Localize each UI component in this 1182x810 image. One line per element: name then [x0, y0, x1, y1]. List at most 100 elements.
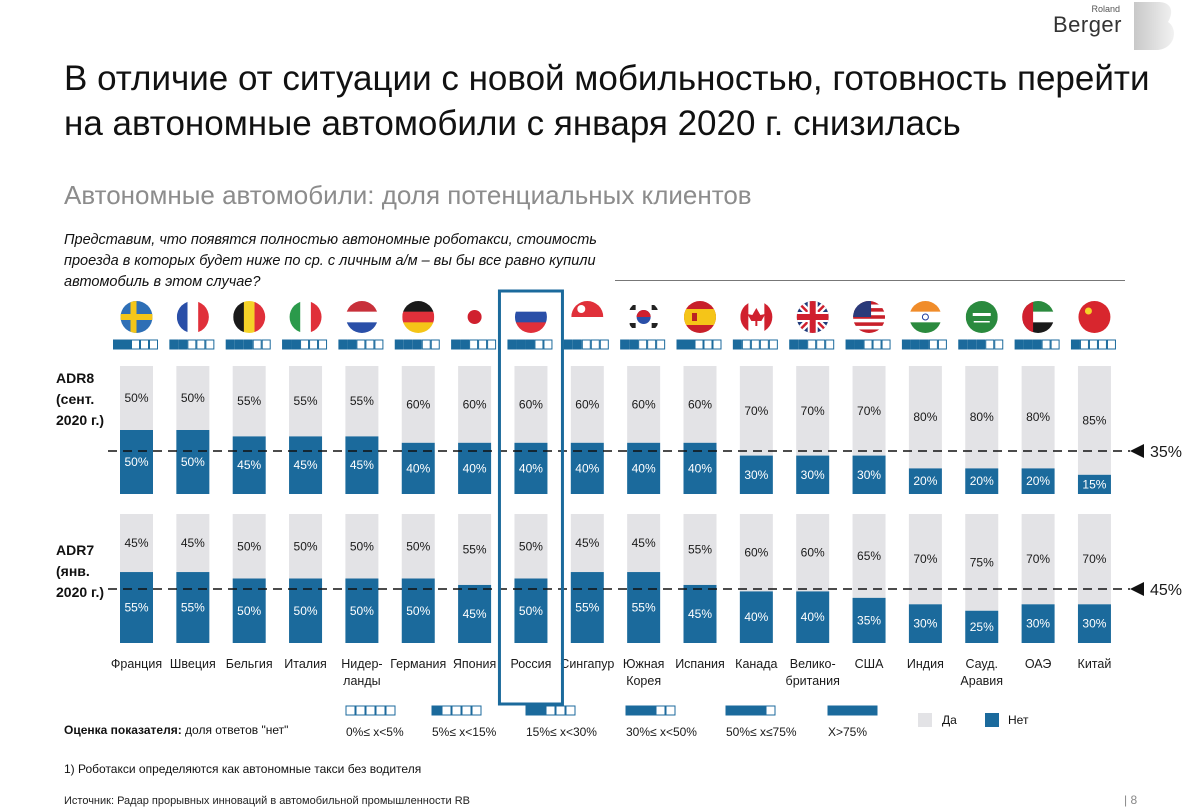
bar-no: [683, 584, 717, 643]
reference-label-adr8: 35%: [1150, 444, 1182, 461]
bar-yes: [570, 514, 604, 573]
bar-no-label: 40%: [632, 461, 656, 475]
flag-body: [1078, 301, 1111, 333]
flag-body: [458, 301, 491, 333]
bar-no-label: 55%: [575, 601, 599, 615]
score-box: [113, 339, 122, 350]
header-rule: [615, 280, 1125, 281]
legend-score-box: [827, 705, 838, 716]
score-box: [741, 339, 751, 350]
bar-yes-label: 55%: [237, 394, 261, 408]
legend-score-box: [735, 705, 746, 716]
bar-yes: [852, 366, 886, 456]
bar-no-label: 50%: [519, 604, 543, 618]
bar-yes-label: 60%: [463, 397, 487, 411]
row-label-adr8: ADR8 (сент. 2020 г.): [56, 368, 104, 431]
score-box: [300, 339, 310, 350]
score-box: [131, 339, 140, 350]
legend-score-box: [765, 705, 776, 716]
row-label-adr7-line2: (янв.: [56, 563, 90, 579]
flag-stripe: [1022, 322, 1055, 333]
flag-stripe: [254, 301, 266, 333]
bar-yes-label: 80%: [970, 410, 994, 424]
bar-yes: [965, 514, 999, 611]
score-box: [759, 339, 769, 350]
category-label: Сауд.: [965, 657, 998, 671]
bar-yes: [176, 366, 210, 430]
legend-score-box: [625, 705, 636, 716]
bar-yes-label: 50%: [519, 539, 543, 553]
bar-no-label: 25%: [970, 620, 994, 634]
legend-no-label: Нет: [1008, 713, 1029, 727]
bar-yes: [345, 366, 379, 437]
score-box: [469, 339, 479, 350]
bar-no-label: 35%: [857, 613, 881, 627]
page-number: | 8: [1124, 793, 1138, 807]
bar-no-label: 50%: [181, 455, 205, 469]
bar-yes-label: 45%: [181, 536, 205, 550]
score-box: [854, 339, 864, 350]
score-box: [460, 339, 470, 350]
flag-taeguk-red: [636, 310, 651, 317]
score-box: [572, 339, 582, 350]
singapore-flag: [571, 301, 604, 333]
category-label: Китай: [1078, 657, 1112, 671]
logo-big-text: Berger: [1052, 12, 1122, 37]
bar-no: [1021, 604, 1055, 643]
flag-stripe: [514, 322, 547, 333]
bar-no-label: 40%: [519, 461, 543, 475]
bar-yes: [289, 514, 323, 579]
score-box: [967, 339, 977, 350]
flag-stripe: [402, 311, 435, 323]
score-box: [928, 339, 938, 350]
bar-yes: [514, 366, 548, 443]
legend-score-box: [461, 705, 472, 716]
bar-no-label: 45%: [350, 458, 374, 472]
bar-yes-label: 60%: [406, 397, 430, 411]
germany-flag: [402, 301, 435, 333]
score-box: [863, 339, 873, 350]
japan-flag: [458, 301, 491, 333]
flag-stripe: [310, 301, 322, 333]
bar-yes-label: 50%: [406, 539, 430, 553]
bar-yes: [401, 514, 435, 579]
flag-body: [120, 301, 153, 333]
france-flag: [176, 301, 209, 333]
reference-arrow-adr8: [1130, 444, 1144, 458]
category-label: Аравия: [960, 674, 1003, 688]
row-label-adr8-line1: ADR8: [56, 370, 95, 386]
legend-score-box: [525, 705, 536, 716]
legend-score-box: [857, 705, 868, 716]
bar-yes-label: 80%: [1026, 410, 1050, 424]
flag-trigram: [651, 305, 658, 310]
bar-no-label: 55%: [181, 601, 205, 615]
bar-no-label: 45%: [237, 458, 261, 472]
bar-no: [739, 455, 773, 494]
bar-yes: [627, 514, 661, 573]
category-label: Нидер-: [341, 657, 382, 671]
bar-yes-label: 55%: [350, 394, 374, 408]
logo-b-mark: [1134, 2, 1174, 50]
flag-stripe: [300, 301, 312, 333]
score-box: [910, 339, 920, 350]
score-box: [1106, 339, 1116, 350]
bar-yes-label: 60%: [632, 397, 656, 411]
flag-bg: [1078, 301, 1111, 333]
category-label: Франция: [111, 657, 162, 671]
flag-trigram: [629, 323, 636, 328]
category-label: Бельгия: [226, 657, 273, 671]
score-box: [985, 339, 995, 350]
score-box: [825, 339, 835, 350]
legend-score-box: [847, 705, 858, 716]
bar-yes-label: 60%: [688, 397, 712, 411]
score-box: [403, 339, 413, 350]
flag-moon: [577, 305, 586, 313]
score-box: [1032, 339, 1042, 350]
bar-no: [458, 584, 492, 643]
bar-no: [345, 436, 379, 494]
flag-emblem: [692, 313, 697, 321]
legend-range-label: 5%≤ x<15%: [432, 725, 497, 739]
flag-body: [909, 301, 942, 333]
legend-range-label: 0%≤ x<5%: [346, 725, 404, 739]
